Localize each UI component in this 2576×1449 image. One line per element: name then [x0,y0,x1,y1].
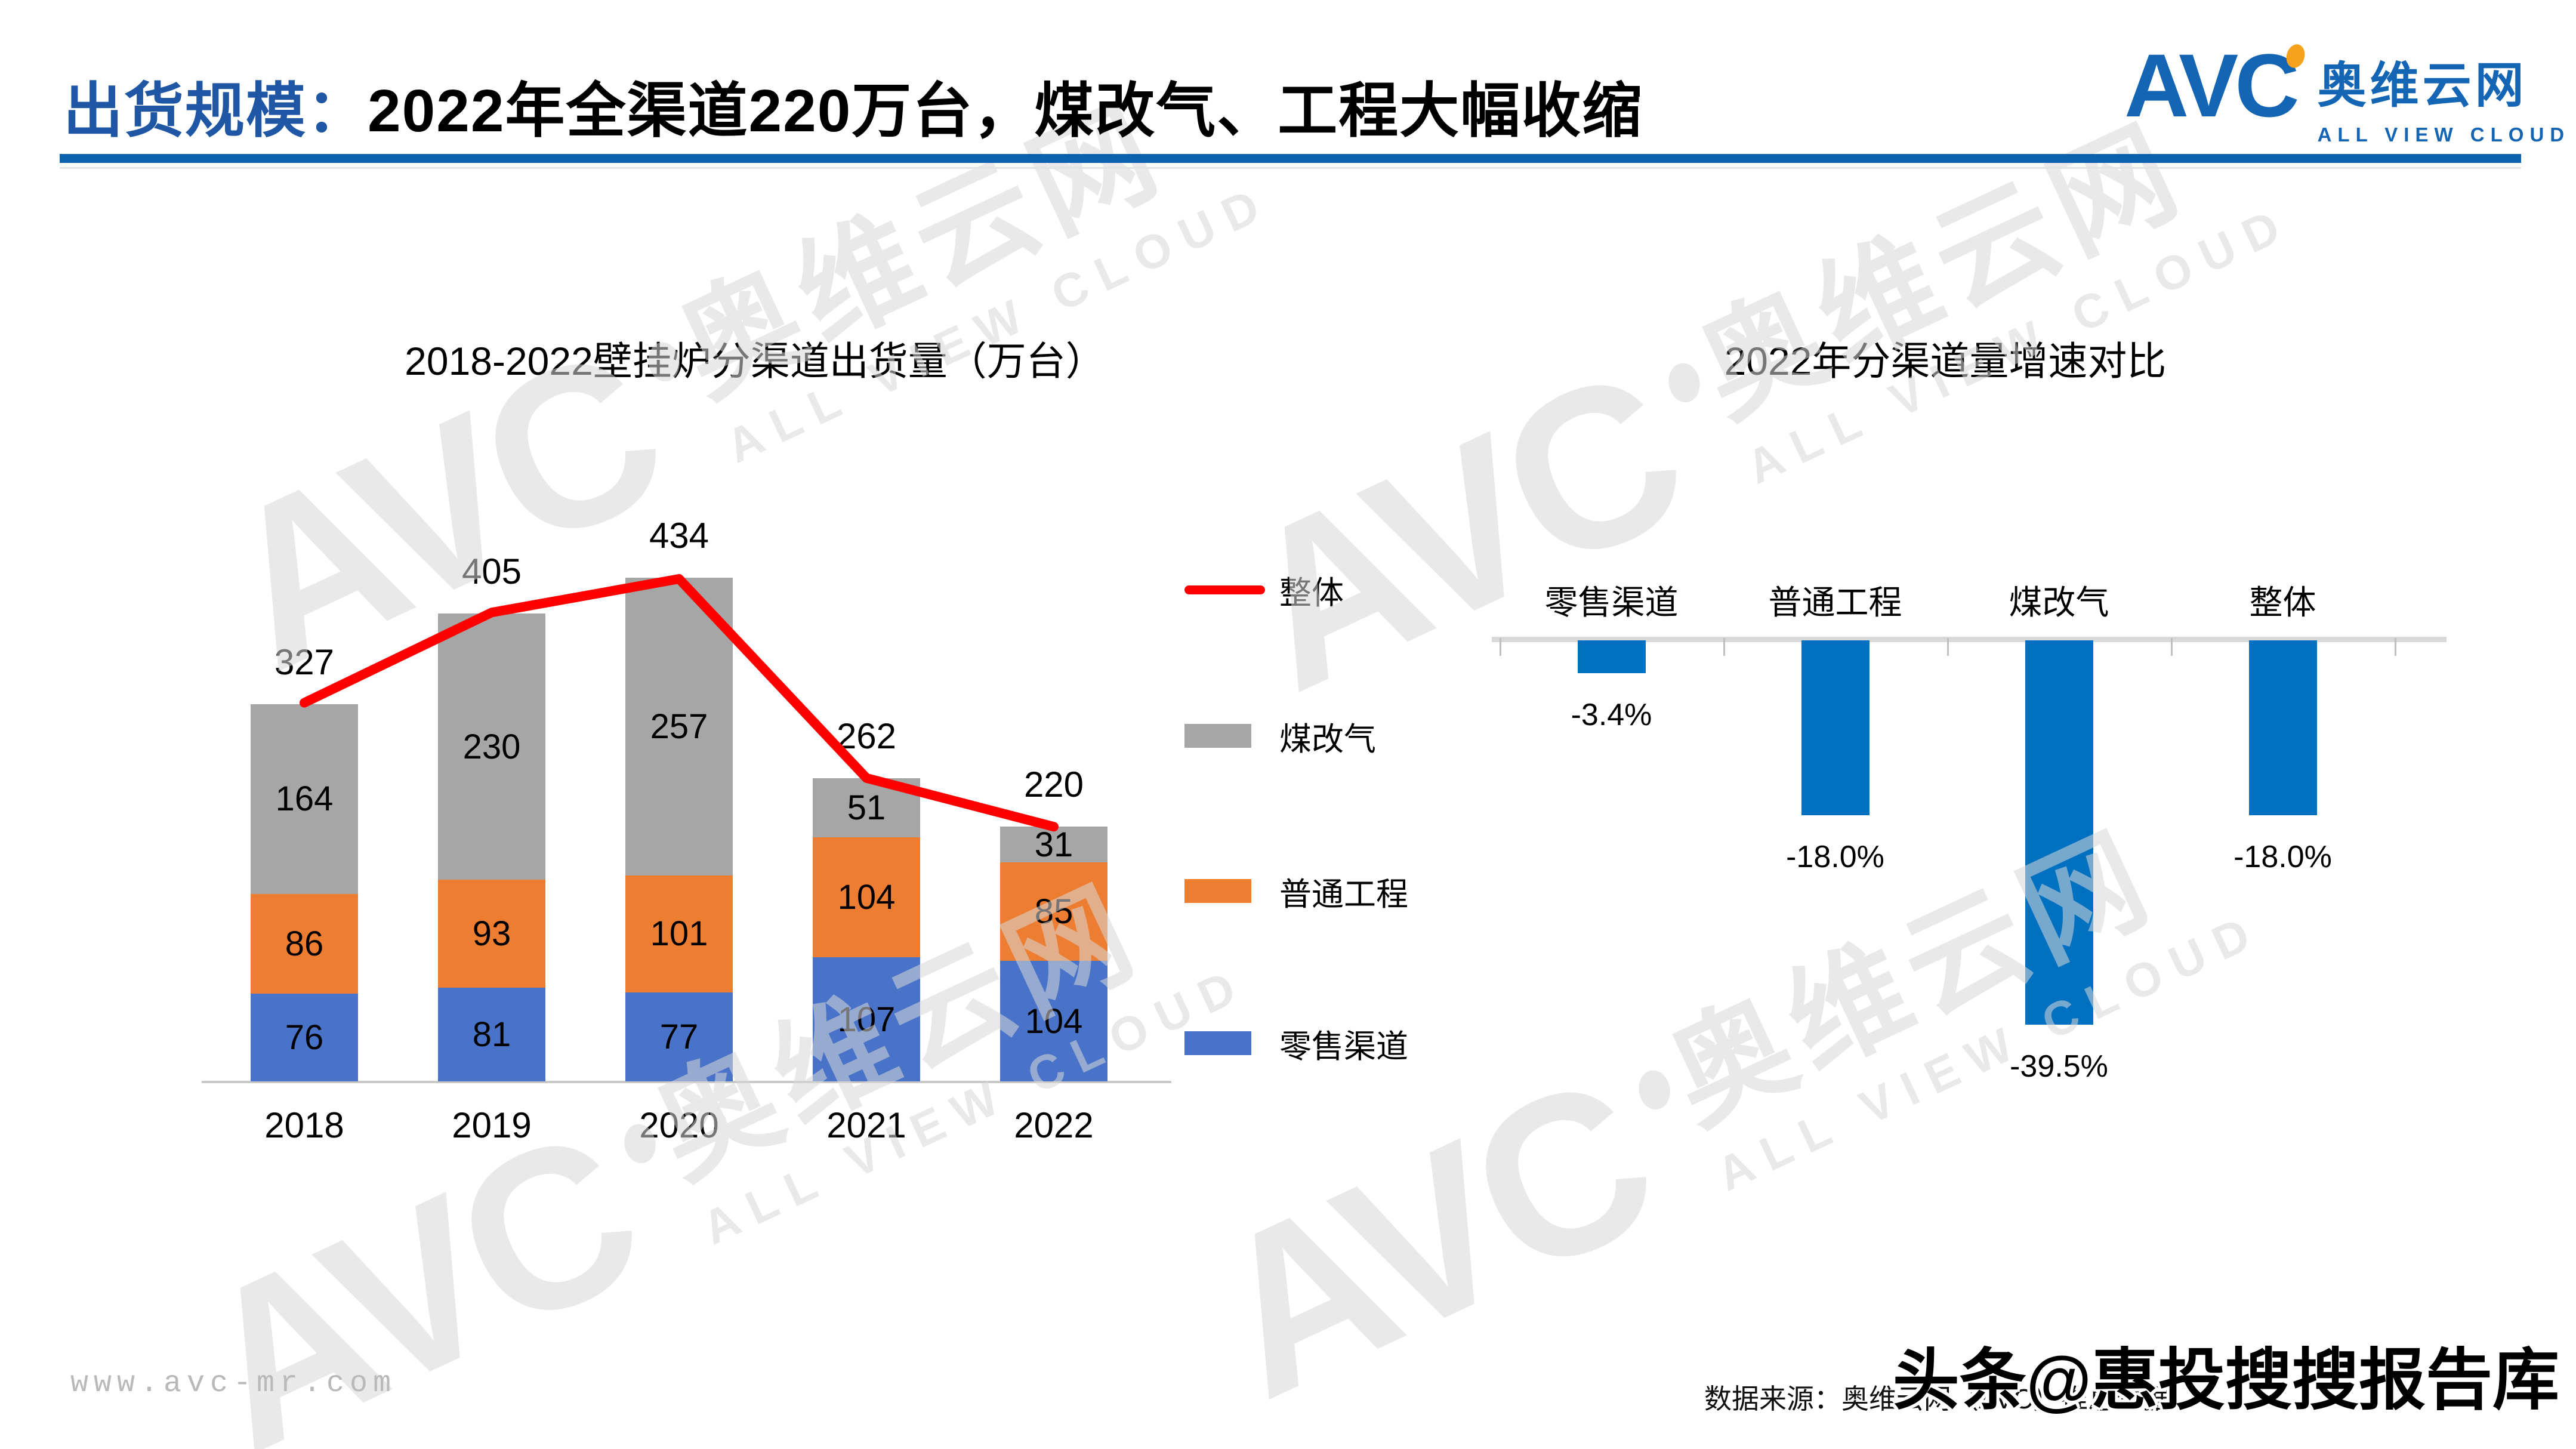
x-axis-category-label: 2022 [1014,1105,1094,1145]
growth-plot: 零售渠道 -3.4% 普通工程 -18.0% 煤改气 -39.5% 整体 -18.0% [1492,584,2447,1090]
legend-line-swatch-icon [1184,585,1265,594]
segment-value-label: 86 [285,924,324,963]
legend-label: 整体 [1279,575,1344,611]
axis-tick [2171,638,2173,656]
segment-value-label: 104 [1025,1001,1083,1041]
header-divider [60,154,2521,163]
shipment-x-axis [202,1081,1171,1083]
page-title-prefix: 出货规模： [63,78,368,144]
segment-value-label: 164 [275,779,334,819]
page-title-main: 2022年全渠道220万台，煤改气、工程大幅收缩 [368,78,1643,144]
x-axis-category-label: 2020 [639,1105,719,1145]
growth-bar-煤改气 [2025,640,2093,1025]
swatch-shape [1184,1031,1251,1055]
segment-value-label: 107 [837,1000,896,1039]
bar-segment-普通工程: 85 [1000,862,1107,961]
legend-item-煤改气: 煤改气 [1184,719,1376,757]
shipment-plot: 76 86 164 327 2018 81 93 230 405 2019 77 101 257 434 2… [202,516,1171,1145]
segment-value-label: 51 [847,788,886,827]
legend-item-零售渠道: 零售渠道 [1184,1026,1408,1065]
growth-baseline-axis [1492,637,2447,642]
header-divider-shadow [60,167,2521,169]
growth-chart-title: 2022年分渠道量增速对比 [1724,339,2167,383]
segment-value-label: 81 [472,1015,511,1054]
avc-logo-cn: 奥维云网 [2317,58,2528,113]
growth-category-label-煤改气: 煤改气 [2009,584,2109,621]
segment-value-label: 31 [1034,825,1073,864]
segment-value-label: 104 [837,878,896,917]
swatch-shape [1184,724,1251,748]
growth-value-label: -39.5% [2010,1049,2108,1084]
data-source-note: 数据来源：奥维云网（AVC）推总数据 [1704,1383,2171,1414]
segment-value-label: 257 [650,707,708,746]
bar-segment-普通工程: 104 [813,837,920,958]
legend-item-整体: 整体 [1184,573,1344,611]
swatch-shape [1184,585,1265,594]
bar-segment-普通工程: 93 [438,880,545,988]
bar-segment-煤改气: 257 [625,578,733,875]
total-line-整体 [300,574,1059,832]
axis-tick [1723,638,1725,656]
avc-logo-en: ALL VIEW CLOUD [2317,124,2571,146]
stacked-bar-group-2022: 104 85 31 220 2022 [960,537,1147,1145]
bar-segment-煤改气: 164 [251,704,358,894]
legend-item-普通工程: 普通工程 [1184,874,1408,912]
stacked-bar-group-2021: 107 104 51 262 2021 [773,537,960,1145]
avc-logo: AVC 奥维云网 ALL VIEW CLOUD [2124,41,2571,146]
growth-category-label-整体: 整体 [2249,584,2316,621]
growth-value-label: -3.4% [1571,698,1652,733]
bar-segment-零售渠道: 81 [438,987,545,1081]
axis-tick [1947,638,1949,656]
growth-category-label-零售渠道: 零售渠道 [1544,584,1679,621]
x-axis-category-label: 2021 [826,1105,906,1145]
swatch-shape [1184,879,1251,903]
segment-value-label: 101 [650,914,708,954]
bar-segment-煤改气: 31 [1000,825,1107,864]
avc-watermark-en: ALL VIEW CLOUD [718,174,1279,473]
growth-bar-零售渠道 [1577,640,1646,673]
segment-value-label: 76 [285,1018,324,1057]
x-axis-category-label: 2019 [452,1105,532,1145]
growth-bar-普通工程 [1801,640,1869,815]
growth-bar-整体 [2248,640,2317,815]
segment-value-label: 85 [1034,892,1073,932]
total-value-label: 327 [274,642,335,682]
segment-value-label: 77 [659,1017,699,1056]
growth-category-label-普通工程: 普通工程 [1768,584,1902,621]
legend-label: 零售渠道 [1279,1028,1408,1065]
bar-segment-普通工程: 101 [625,875,733,992]
bar-segment-零售渠道: 76 [251,993,358,1081]
growth-value-label: -18.0% [2233,840,2332,875]
stacked-bar-group-2019: 81 93 230 405 2019 [398,537,585,1145]
stacked-bar-group-2018: 76 86 164 327 2018 [211,537,398,1145]
total-value-label: 262 [836,716,897,756]
legend-rect-swatch-icon [1184,879,1265,903]
bar-segment-零售渠道: 107 [813,957,920,1081]
avc-wordmark-icon: AVC [2124,41,2307,130]
shipment-chart-title: 2018-2022壁挂炉分渠道出货量（万台） [405,339,1105,383]
segment-value-label: 93 [472,914,511,954]
legend-rect-swatch-icon [1184,1031,1265,1055]
legend-rect-swatch-icon [1184,724,1265,748]
x-axis-category-label: 2018 [264,1105,344,1145]
legend-label: 煤改气 [1279,721,1376,757]
toutiao-watermark-text: 头条@惠投搜搜报告库 [1892,1343,2559,1417]
legend-label: 普通工程 [1279,876,1408,912]
total-value-label: 434 [649,516,709,556]
bar-segment-普通工程: 86 [251,893,358,994]
total-value-label: 405 [461,551,522,592]
shipment-legend: 整体煤改气普通工程零售渠道 [1184,555,1435,1092]
axis-tick [2395,638,2396,656]
bar-segment-零售渠道: 77 [625,992,733,1081]
growth-value-label: -18.0% [1786,840,1884,875]
page-title: 出货规模：2022年全渠道220万台，煤改气、工程大幅收缩 [63,62,1643,149]
total-value-label: 220 [1023,764,1084,805]
bar-segment-煤改气: 230 [438,613,545,880]
avc-logo-text: 奥维云网 ALL VIEW CLOUD [2318,43,2571,146]
website-url: www.avc-mr.com [70,1367,397,1401]
segment-value-label: 230 [462,727,521,766]
axis-tick [1500,638,1501,656]
bar-segment-零售渠道: 104 [1000,961,1107,1081]
